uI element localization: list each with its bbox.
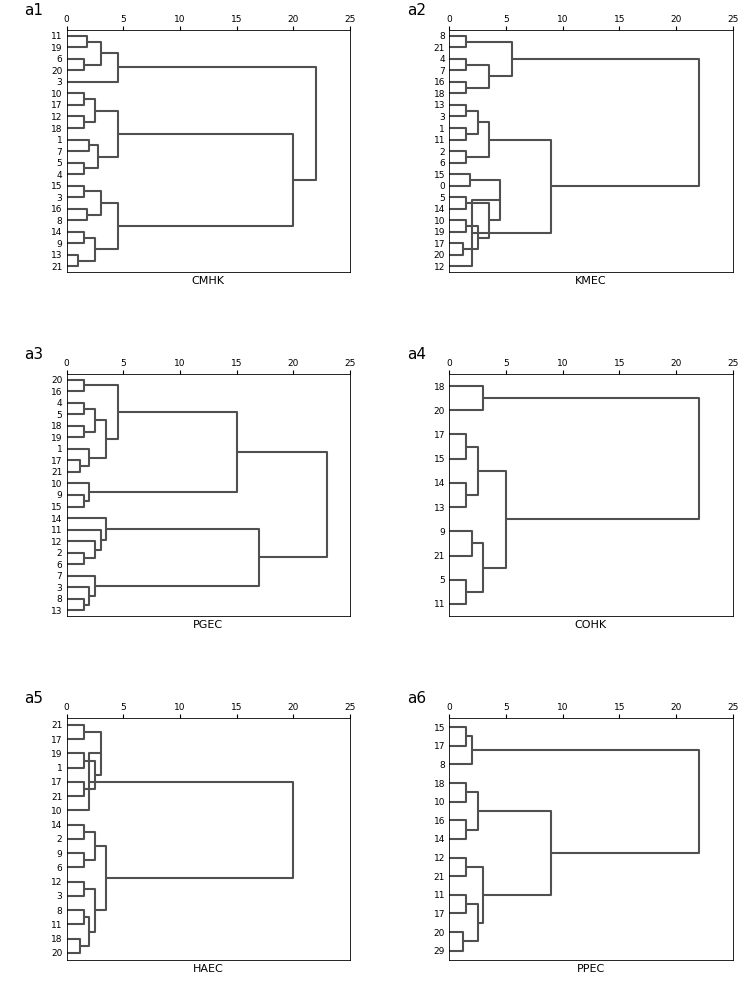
Text: a1: a1 [24,3,43,18]
X-axis label: COHK: COHK [575,620,607,630]
X-axis label: PGEC: PGEC [193,620,223,630]
Text: a4: a4 [407,347,426,362]
Text: a6: a6 [407,691,426,706]
Text: a2: a2 [407,3,426,18]
X-axis label: PPEC: PPEC [576,964,605,974]
Text: a5: a5 [24,691,43,706]
Text: a3: a3 [24,347,43,362]
X-axis label: KMEC: KMEC [575,276,607,286]
X-axis label: HAEC: HAEC [193,964,223,974]
X-axis label: CMHK: CMHK [192,276,225,286]
